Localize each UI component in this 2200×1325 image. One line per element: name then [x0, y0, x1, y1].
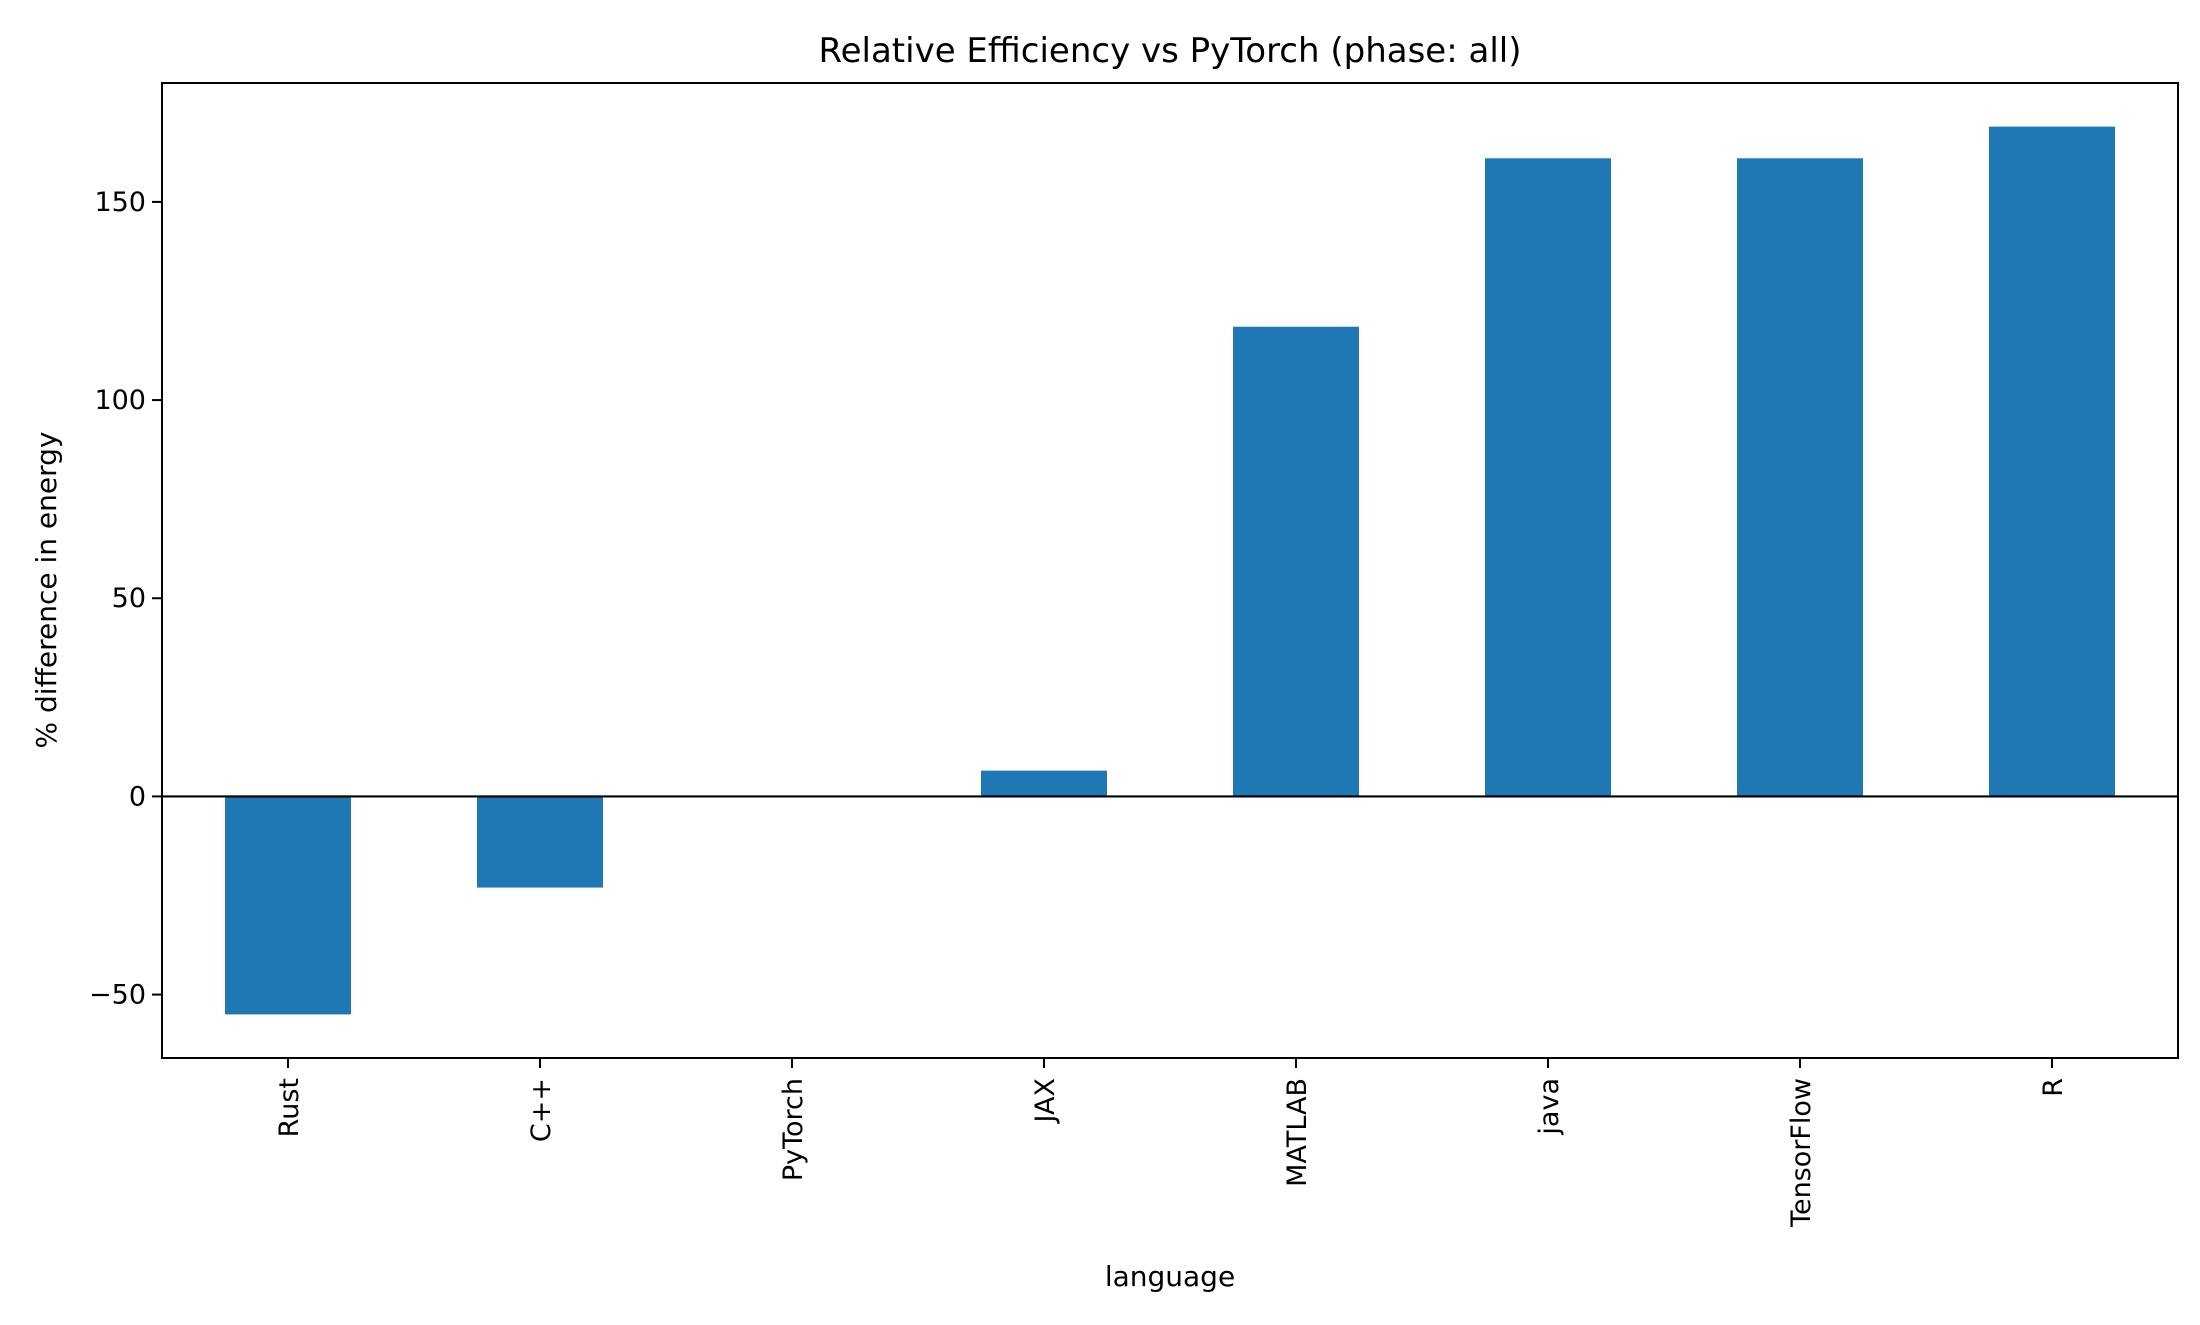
bar-tensorflow — [1737, 158, 1863, 797]
x-tick-label: JAX — [1030, 1078, 1061, 1124]
x-tick-label: C++ — [526, 1078, 557, 1142]
x-tick-label: PyTorch — [778, 1078, 809, 1181]
bar-r — [1989, 126, 2115, 797]
y-tick-label: 50 — [112, 583, 146, 614]
y-tick-label: 0 — [129, 781, 146, 812]
y-tick-label: 100 — [94, 385, 146, 416]
x-tick-label: TensorFlow — [1786, 1078, 1817, 1228]
bar-java — [1485, 158, 1611, 797]
chart-title: Relative Efficiency vs PyTorch (phase: a… — [819, 31, 1522, 71]
x-tick-label: Rust — [274, 1078, 305, 1137]
bar-rust — [225, 796, 351, 1015]
plot-frame — [161, 82, 2179, 1059]
x-tick-label: R — [2038, 1078, 2069, 1097]
bar-c- — [477, 796, 603, 888]
x-tick-label: MATLAB — [1282, 1078, 1313, 1187]
bar-matlab — [1233, 326, 1359, 797]
y-tick-label: 150 — [94, 187, 146, 218]
y-axis-label: % difference in energy — [30, 432, 63, 749]
x-axis-label: language — [1105, 1260, 1235, 1293]
y-tick-label: −50 — [89, 980, 146, 1011]
bar-jax — [981, 770, 1107, 797]
x-tick-label: java — [1534, 1078, 1565, 1136]
plot-area: −50 0 50 100 150 Rust C++ PyTorch JAX MATLAB java T… — [89, 82, 2179, 1228]
